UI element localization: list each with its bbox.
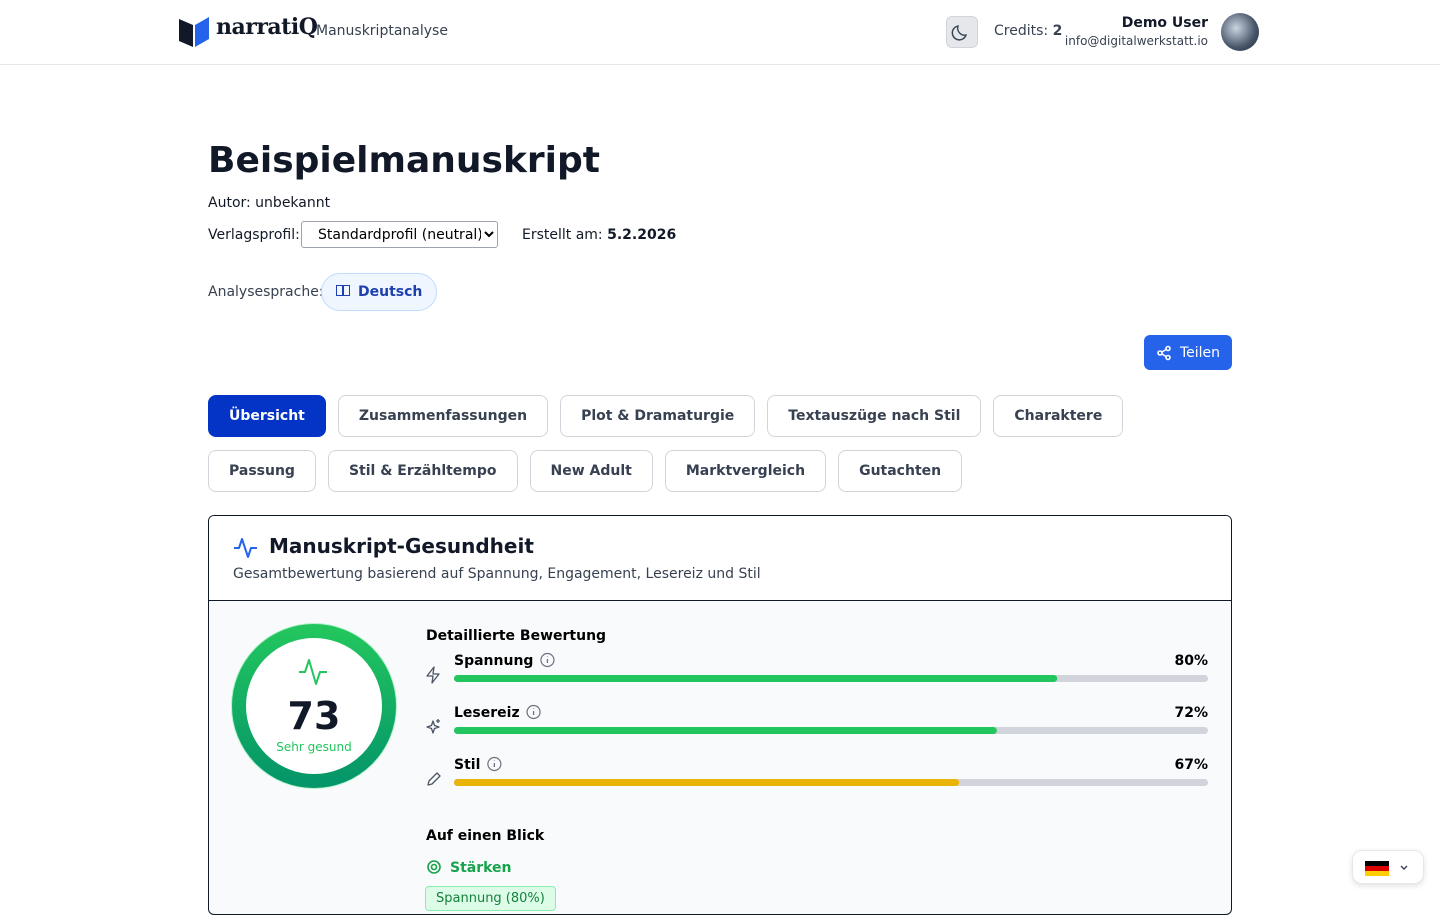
card-title: Manuskript-Gesundheit xyxy=(269,534,534,558)
user-name: Demo User xyxy=(1121,15,1208,31)
share-button[interactable]: Teilen xyxy=(1144,335,1232,370)
tab[interactable]: Charaktere xyxy=(993,395,1124,437)
metric-name: Spannung xyxy=(454,653,533,669)
language-label: Analysesprache: xyxy=(208,284,324,300)
info-icon[interactable] xyxy=(487,756,502,772)
tab[interactable]: Zusammenfassungen xyxy=(337,395,549,437)
language-switcher[interactable] xyxy=(1352,850,1424,884)
credits: Credits: 2 xyxy=(994,23,1062,39)
language-badge[interactable]: Deutsch xyxy=(321,273,438,311)
metric-name: Lesereiz xyxy=(454,705,520,721)
tab[interactable]: Plot & Dramaturgie xyxy=(560,395,756,437)
tab-bar: Übersicht Zusammenfassungen Plot & Dramatu… xyxy=(208,395,1232,492)
created-date: 5.2.2026 xyxy=(607,227,677,243)
glance-title: Auf einen Blick xyxy=(426,828,545,844)
info-icon[interactable] xyxy=(540,652,555,668)
metric-icon xyxy=(427,772,441,786)
theme-toggle[interactable] xyxy=(946,16,978,48)
card-subtitle: Gesamtbewertung basierend auf Spannung, … xyxy=(233,566,761,582)
user-email: info@digitalwerkstatt.io xyxy=(1064,34,1208,48)
bar xyxy=(454,779,960,786)
logo-icon xyxy=(179,17,209,47)
card-header: Manuskript-Gesundheit Gesamtbewertung ba… xyxy=(209,516,1231,601)
metric-icon xyxy=(426,719,440,734)
top-bar: narratiQ Manuskriptanalyse Credits: 2 De… xyxy=(0,0,1440,65)
strength-chip: Spannung (80%) xyxy=(425,886,556,911)
created: Erstellt am: 5.2.2026 xyxy=(522,227,676,243)
bar xyxy=(454,675,1058,682)
metric-value-label: 80% xyxy=(1174,653,1208,669)
metric-value-label: 72% xyxy=(1174,705,1208,721)
tab[interactable]: Passung xyxy=(208,450,316,492)
metric-name: Stil xyxy=(454,757,480,773)
tab[interactable]: Gutachten xyxy=(838,450,963,492)
tab[interactable]: Textauszüge nach Stil xyxy=(767,395,982,437)
bar xyxy=(454,727,997,734)
profile-select[interactable]: Standardprofil (neutral) xyxy=(301,221,498,248)
tab[interactable]: Marktvergleich xyxy=(664,450,827,492)
created-label: Erstellt am: xyxy=(522,227,603,243)
brand[interactable]: narratiQ xyxy=(216,14,318,40)
tab[interactable]: Übersicht xyxy=(208,395,326,437)
profile-label: Verlagsprofil: xyxy=(208,227,300,243)
health-body: 73 Sehr gesund Detaillierte Bewertung Au… xyxy=(231,623,1208,876)
language: Deutsch xyxy=(358,284,423,300)
manuscript-title: Beispielmanuskript xyxy=(208,140,600,181)
section-name: Manuskriptanalyse xyxy=(316,23,448,39)
credits-value: 2 xyxy=(1052,23,1063,39)
strengths-title: Stärken xyxy=(450,860,512,876)
details-title: Detaillierte Bewertung xyxy=(426,628,606,644)
score-label: Sehr gesund xyxy=(276,740,351,754)
metric-value-label: 67% xyxy=(1174,757,1208,773)
tab[interactable]: Stil & Erzähltempo xyxy=(327,450,518,492)
tab[interactable]: New Adult xyxy=(529,450,653,492)
health-card: Manuskript-Gesundheit Gesamtbewertung ba… xyxy=(208,515,1232,915)
avatar[interactable] xyxy=(1221,13,1259,51)
score-ring xyxy=(232,624,396,788)
share-label: Teilen xyxy=(1179,344,1221,361)
metric-icon xyxy=(426,666,440,684)
author: Autor: unbekannt xyxy=(208,195,331,211)
credits-label: Credits: xyxy=(994,23,1049,39)
info-icon[interactable] xyxy=(526,704,541,720)
score: 73 xyxy=(288,694,341,738)
